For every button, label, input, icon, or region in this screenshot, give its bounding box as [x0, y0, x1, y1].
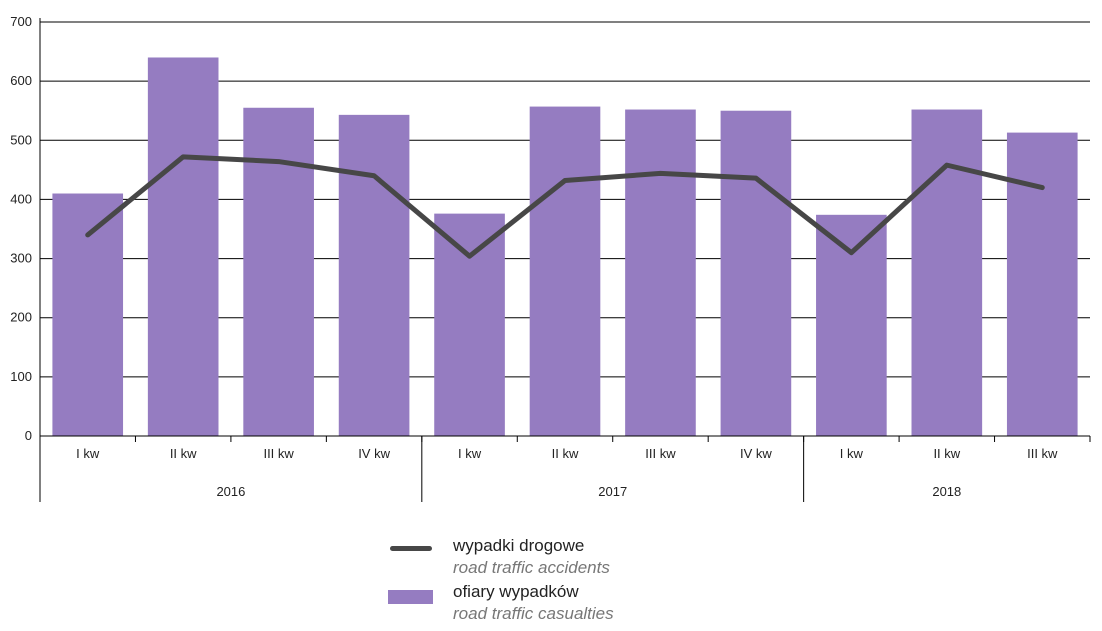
- group-label: 2018: [932, 484, 961, 499]
- x-tick-label: IV kw: [740, 446, 772, 461]
- y-tick-label: 100: [10, 369, 32, 384]
- bar: [529, 106, 601, 437]
- y-tick-label: 200: [10, 310, 32, 325]
- bar: [1006, 132, 1078, 436]
- bar: [243, 107, 314, 436]
- x-tick-label: I kw: [76, 446, 100, 461]
- x-tick-label: III kw: [263, 446, 294, 461]
- y-tick-label: 700: [10, 14, 32, 29]
- legend-item-casualties: ofiary wypadków road traffic casualties: [388, 581, 788, 627]
- bar: [911, 109, 983, 436]
- y-tick-label: 300: [10, 251, 32, 266]
- x-tick-label: I kw: [458, 446, 482, 461]
- x-tick-label: II kw: [933, 446, 960, 461]
- x-tick-label: I kw: [840, 446, 864, 461]
- x-tick-label: II kw: [552, 446, 579, 461]
- accidents-line: [85, 154, 1045, 259]
- x-tick-label: III kw: [645, 446, 676, 461]
- group-label: 2016: [216, 484, 245, 499]
- bar: [816, 214, 887, 436]
- legend-casualties-label: ofiary wypadków: [453, 582, 579, 601]
- y-tick-label: 500: [10, 132, 32, 147]
- bar: [434, 213, 505, 436]
- x-tick-label: II kw: [170, 446, 197, 461]
- y-tick-label: 600: [10, 73, 32, 88]
- group-label: 2017: [598, 484, 627, 499]
- legend: wypadki drogowe road traffic accidents o…: [388, 535, 788, 627]
- x-tick-label: IV kw: [358, 446, 390, 461]
- y-tick-label: 0: [25, 428, 32, 443]
- bar: [625, 109, 696, 436]
- y-tick-label: 400: [10, 191, 32, 206]
- legend-casualties-label-en: road traffic casualties: [453, 604, 614, 623]
- legend-accidents-label-en: road traffic accidents: [453, 558, 610, 577]
- legend-line-swatch: [390, 546, 432, 551]
- chart: 0 100 200 300 400 500 600 700 I kw II kw III kw IV …: [10, 14, 1091, 502]
- x-tick-label: III kw: [1027, 446, 1058, 461]
- legend-bar-swatch: [388, 590, 433, 604]
- bar: [52, 193, 124, 436]
- bar: [720, 110, 792, 436]
- legend-item-accidents: wypadki drogowe road traffic accidents: [388, 535, 788, 581]
- legend-accidents-label: wypadki drogowe: [453, 536, 585, 555]
- bar: [338, 114, 410, 437]
- bar: [147, 57, 219, 436]
